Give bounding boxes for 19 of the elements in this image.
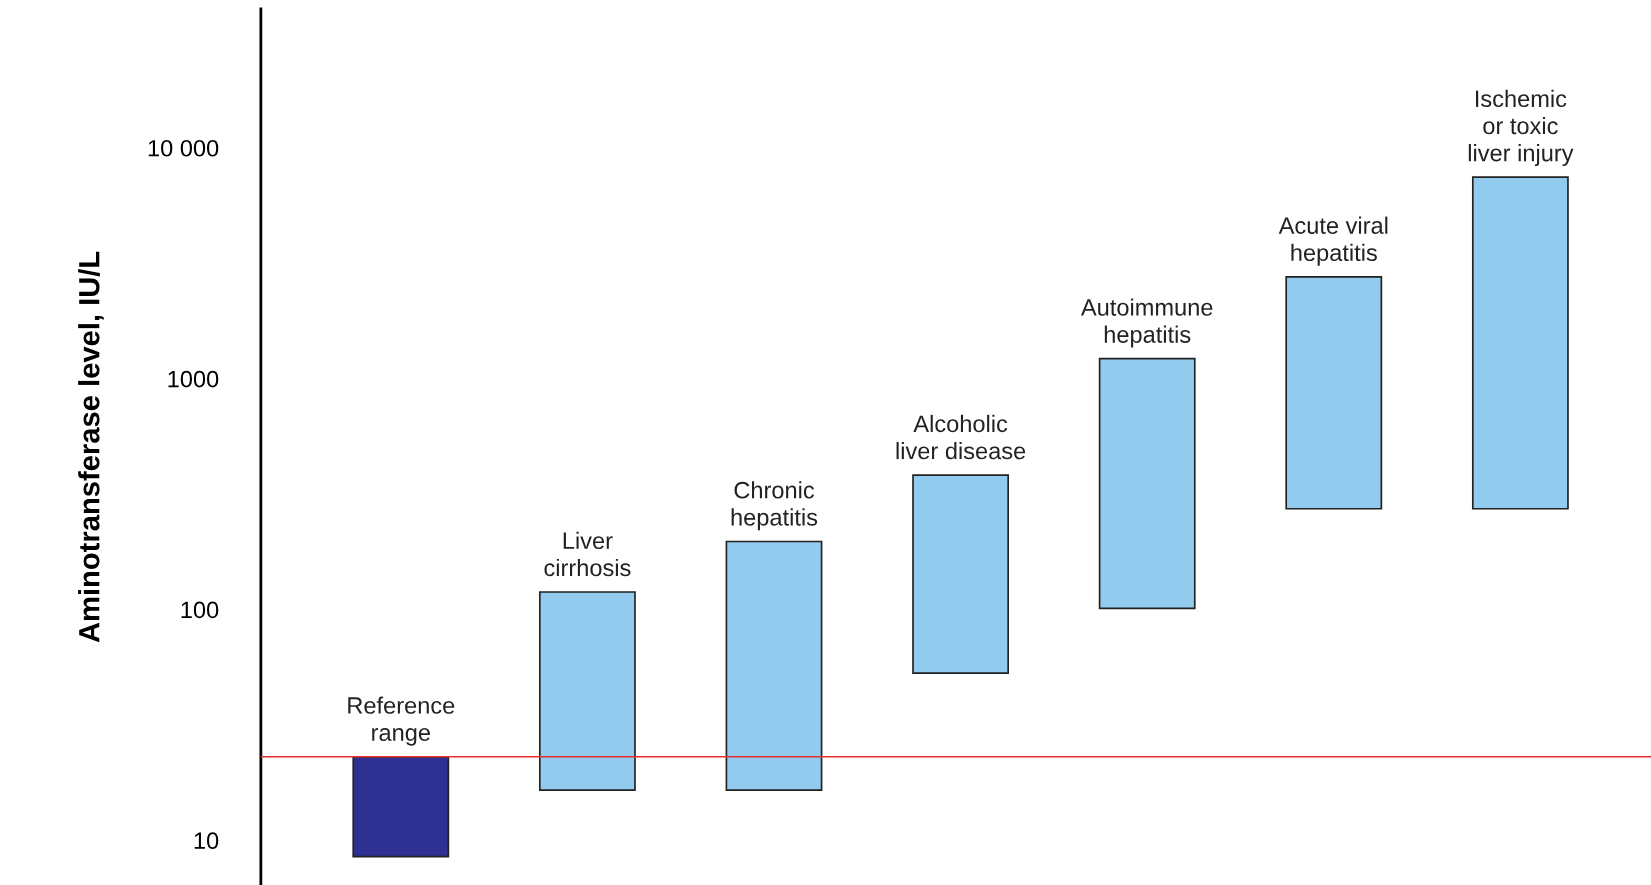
bar <box>352 755 450 858</box>
y-tick-label: 1000 <box>168 370 219 388</box>
y-tick-label: 10 000 <box>148 139 219 157</box>
y-tick-label: 10 <box>194 832 219 850</box>
x-tick-label: Chronic hepatitis <box>731 481 818 531</box>
x-tick-label: Ischemic or toxic liver injury <box>1468 89 1574 167</box>
bar <box>912 474 1010 674</box>
bar <box>725 540 823 791</box>
y-axis-title: Aminotransferase level, IU/L <box>78 251 104 643</box>
bar <box>538 591 636 791</box>
y-tick-label: 100 <box>181 601 219 619</box>
x-tick-label: Acute viral hepatitis <box>1278 216 1388 266</box>
bar <box>1285 276 1383 510</box>
bar <box>1471 176 1569 510</box>
x-tick-label: Liver cirrhosis <box>544 531 631 577</box>
bar <box>1098 357 1196 610</box>
x-tick-label: Autoimmune hepatitis <box>1080 298 1213 348</box>
x-tick-label: Reference range <box>348 696 455 746</box>
x-tick-label: Alcoholic liver disease <box>896 414 1026 460</box>
